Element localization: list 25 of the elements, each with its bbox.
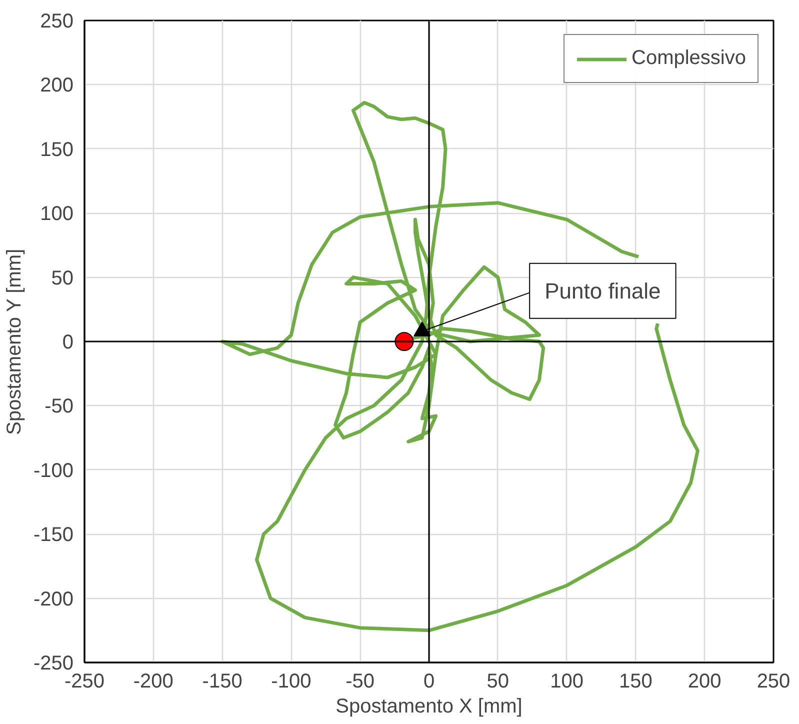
x-tick-label: -50	[346, 670, 375, 692]
y-tick-label: -50	[44, 396, 74, 418]
y-tick-label: -200	[33, 588, 74, 610]
x-tick-label: 250	[756, 670, 790, 692]
y-axis-title: Spostamento Y [mm]	[3, 248, 26, 435]
x-tick-label: 0	[423, 670, 435, 692]
y-tick-label: -150	[33, 524, 74, 546]
y-tick-label: 150	[40, 138, 74, 161]
y-tick-label: 0	[62, 332, 74, 354]
annotation: Punto finale	[544, 278, 661, 304]
legend-label: Complessivo	[632, 47, 746, 70]
y-tick-label: -250	[33, 652, 74, 674]
y-tick-label: 100	[40, 203, 74, 226]
x-tick-label: -150	[202, 670, 242, 692]
x-tick-label: -100	[271, 670, 312, 692]
y-tick-label: 50	[51, 267, 74, 290]
x-axis-title: Spostamento X [mm]	[336, 696, 522, 718]
x-tick-label: -200	[133, 670, 174, 692]
y-tick-label: -100	[33, 460, 74, 482]
x-tick-label: 100	[550, 670, 584, 692]
x-tick-label: 50	[486, 670, 510, 692]
y-tick-label: 250	[40, 10, 74, 32]
x-tick-label: 200	[688, 670, 722, 692]
x-tick-label: 150	[619, 670, 652, 692]
y-tick-label: 200	[40, 74, 74, 97]
